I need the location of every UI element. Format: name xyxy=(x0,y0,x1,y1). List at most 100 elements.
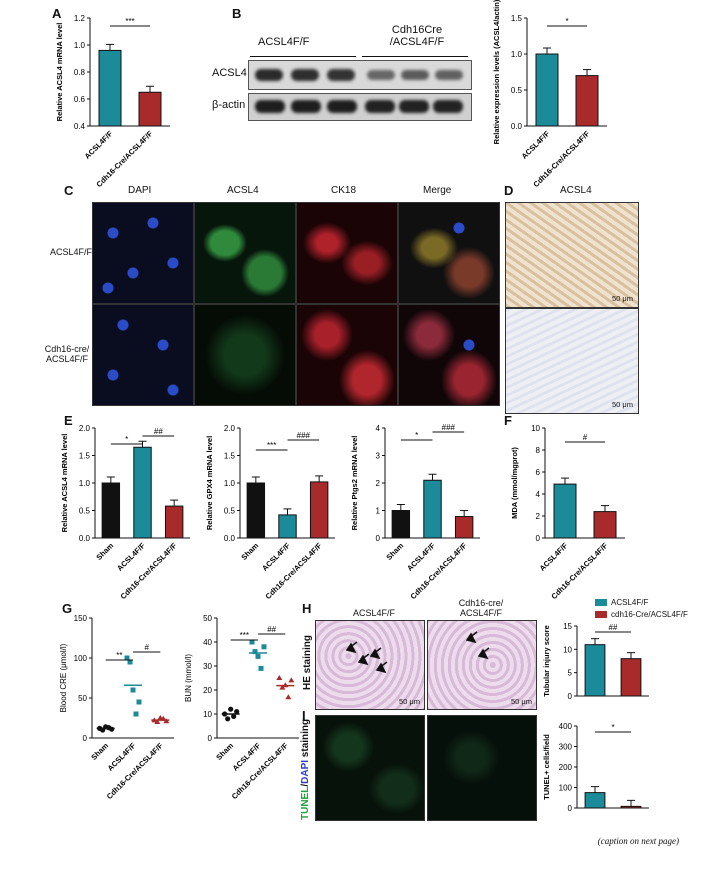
y-tick-label: 0 xyxy=(568,804,573,813)
x-tick-label: ACSL4F/F xyxy=(405,541,437,573)
significance-label: * xyxy=(125,435,128,444)
y-tick-label: 0 xyxy=(376,534,381,543)
x-tick-label: Sham xyxy=(384,541,405,562)
panel-letter-g: G xyxy=(62,601,73,616)
legend-swatch-2 xyxy=(595,611,607,618)
significance-label: * xyxy=(565,17,568,26)
blot-header-right: Cdh16Cre /ACSL4F/F xyxy=(389,24,445,48)
bar xyxy=(164,505,184,539)
arrow-icon xyxy=(465,631,478,644)
y-tick-label: 100 xyxy=(559,784,573,793)
blot-band xyxy=(399,100,429,113)
if-ck18-image-2 xyxy=(296,304,398,406)
y-axis-label: Relative ACSL4 mRNA level xyxy=(55,23,64,122)
significance-label: *** xyxy=(267,441,276,450)
chart-e-ptgs2-mrna: 0 1 2 3 4 Relative Ptgs2 mRNA level Sham ACSL4F… xyxy=(350,423,480,601)
bar xyxy=(101,482,121,539)
legend-label-2: cdh16-Cre/ACSL4F/F xyxy=(611,610,688,619)
blot-row-actin-label: β-actin xyxy=(212,99,246,111)
y-tick-label: 1.0 xyxy=(79,479,91,488)
blot-header-left: ACSL4F/F xyxy=(258,36,310,48)
y-tick-label: 15 xyxy=(563,622,572,631)
y-tick-label: 1.5 xyxy=(224,452,236,461)
x-tick-label: Cdh16-Cre/ACSL4F/F xyxy=(264,541,324,601)
y-tick-label: 2.0 xyxy=(224,424,236,433)
x-tick-label: Cdh16-Cre/ACSL4F/F xyxy=(119,541,179,601)
bar xyxy=(620,658,642,697)
if-dapi-image-2 xyxy=(92,304,194,406)
if-col-acsl4: ACSL4 xyxy=(227,185,259,196)
panel-letter-h: H xyxy=(302,601,312,616)
data-point xyxy=(136,699,142,705)
if-col-merge: Merge xyxy=(423,185,452,196)
tunel-label: TUNEL xyxy=(300,786,311,820)
x-tick-label: Sham xyxy=(214,741,235,762)
if-row-label-1: ACSL4F/F xyxy=(50,247,93,257)
blot-group-line-left xyxy=(250,56,356,57)
x-tick-label: ACSL4F/F xyxy=(83,129,115,161)
y-tick-label: 40 xyxy=(203,638,212,647)
y-tick-label: 300 xyxy=(559,743,573,752)
y-tick-label: 1.0 xyxy=(224,479,236,488)
blot-band xyxy=(365,100,395,113)
data-point xyxy=(225,716,231,722)
y-tick-label: 100 xyxy=(74,654,88,663)
chart-e-gpx4-mrna: 0.0 0.5 1.0 1.5 2.0 Relative GPX4 mRNA level S… xyxy=(205,424,335,601)
blot-band xyxy=(367,70,395,80)
if-merge-image-2 xyxy=(398,304,500,406)
blot-row-acsl4-label: ACSL4 xyxy=(212,67,247,79)
bar xyxy=(535,53,559,127)
bar xyxy=(593,511,617,539)
bar xyxy=(620,805,642,809)
y-tick-label: 2 xyxy=(376,479,381,488)
y-axis-label: Relative expression levels (ACSL4/actin) xyxy=(492,0,501,144)
y-tick-label: 0.0 xyxy=(224,534,236,543)
data-point xyxy=(130,687,136,693)
panel-letter-i: I xyxy=(302,708,306,723)
significance-label: *** xyxy=(240,631,249,640)
x-tick-label: Sham xyxy=(89,741,110,762)
he-scale-bar-1: 50 μm xyxy=(399,697,420,706)
dapi-label: DAPI xyxy=(300,759,311,784)
ihc-scale-bar-2: 50 μm xyxy=(612,400,633,409)
y-tick-label: 150 xyxy=(74,614,88,623)
data-point xyxy=(258,665,264,671)
staining-label: staining xyxy=(300,718,311,760)
significance-label: # xyxy=(583,433,588,442)
tunel-image-1 xyxy=(315,715,425,821)
y-tick-label: 1.5 xyxy=(511,14,523,23)
if-dapi-image-1 xyxy=(92,202,194,304)
he-scale-bar-2: 50 μm xyxy=(511,697,532,706)
ihc-scale-bar-1: 50 μm xyxy=(612,294,633,303)
bar xyxy=(133,446,152,539)
panel-letter-c: C xyxy=(64,183,74,198)
chart-a-acsl4-mrna: 0.4 0.6 0.8 1.0 1.2 Relative ACSL4 mRNA level… xyxy=(55,14,170,189)
significance-label: ** xyxy=(116,651,122,660)
blot-band xyxy=(435,70,463,80)
data-point xyxy=(109,726,115,732)
he-image-1 xyxy=(315,620,425,710)
y-tick-label: 0.5 xyxy=(511,86,523,95)
arrow-icon xyxy=(369,647,382,660)
y-axis-label: Relative ACSL4 mRNA level xyxy=(60,434,69,533)
data-point xyxy=(255,653,261,659)
blot-band xyxy=(433,100,463,113)
significance-label: *** xyxy=(125,17,134,26)
y-tick-label: 0.5 xyxy=(224,507,236,516)
y-axis-label: Blood CRE (μmol/l) xyxy=(59,643,68,712)
data-point xyxy=(231,713,237,719)
y-tick-label: 6 xyxy=(536,468,541,477)
y-axis-label: Relative Ptgs2 mRNA level xyxy=(350,436,359,531)
legend-item-1: ACSL4F/F xyxy=(595,598,688,607)
y-tick-label: 0.6 xyxy=(74,95,86,104)
arrow-icon xyxy=(375,661,388,674)
blot-band xyxy=(327,100,357,113)
ihc-title: ACSL4 xyxy=(560,185,592,196)
panel-letter-f: F xyxy=(504,413,512,428)
he-image-2 xyxy=(427,620,537,710)
y-tick-label: 50 xyxy=(78,694,87,703)
y-tick-label: 0 xyxy=(83,734,88,743)
y-tick-label: 1.0 xyxy=(74,41,86,50)
